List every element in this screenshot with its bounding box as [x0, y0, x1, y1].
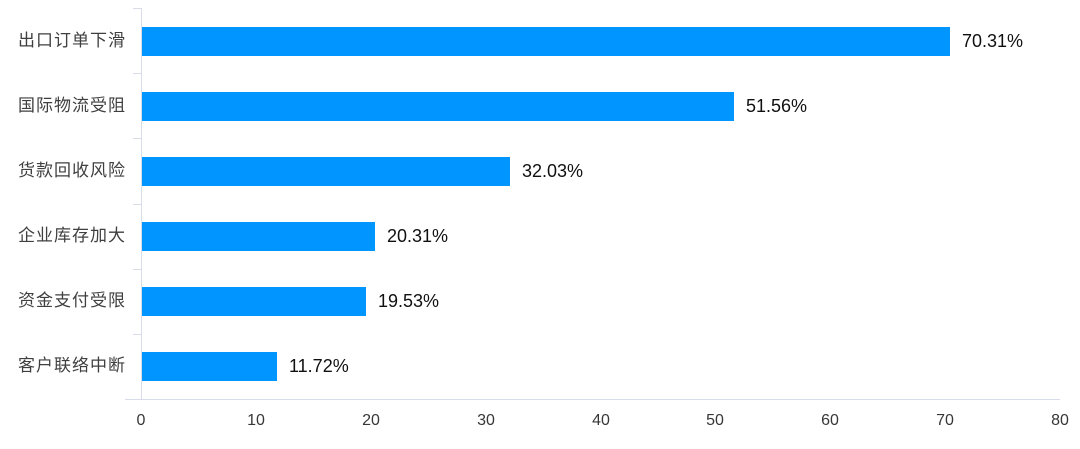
x-axis-tick-label: 50: [706, 412, 724, 429]
bar: [142, 157, 510, 186]
value-label: 70.31%: [962, 31, 1024, 51]
x-axis-tick-label: 20: [362, 412, 380, 429]
y-axis-tick: [133, 334, 141, 335]
category-label: 企业库存加大: [18, 226, 126, 245]
x-axis-tick-label: 40: [592, 412, 610, 429]
y-axis-tick: [133, 73, 141, 74]
category-label: 出口订单下滑: [18, 31, 126, 50]
y-axis-tick: [133, 399, 141, 400]
bar: [142, 352, 277, 381]
category-label: 货款回收风险: [18, 161, 126, 180]
y-axis-tick: [133, 138, 141, 139]
x-axis-tick-label: 70: [936, 412, 954, 429]
x-axis-line: [125, 399, 1060, 400]
bar: [142, 222, 375, 251]
category-label: 资金支付受限: [18, 291, 126, 310]
category-label: 客户联络中断: [18, 356, 126, 375]
value-label: 20.31%: [387, 226, 449, 246]
x-axis-tick-label: 60: [821, 412, 839, 429]
x-axis-tick-label: 30: [477, 412, 495, 429]
bar: [142, 287, 366, 316]
x-axis-tick-label: 80: [1051, 412, 1069, 429]
x-axis-tick-label: 0: [136, 412, 146, 429]
value-label: 19.53%: [378, 291, 440, 311]
value-label: 32.03%: [522, 161, 584, 181]
value-label: 51.56%: [746, 96, 808, 116]
category-label: 国际物流受阻: [18, 96, 126, 115]
y-axis-tick: [133, 204, 141, 205]
y-axis-tick: [133, 8, 141, 9]
value-label: 11.72%: [289, 356, 349, 376]
bar: [142, 92, 734, 121]
y-axis-line: [141, 8, 142, 399]
x-axis-tick-label: 10: [247, 412, 265, 429]
y-axis-tick: [133, 269, 141, 270]
bar: [142, 27, 950, 56]
